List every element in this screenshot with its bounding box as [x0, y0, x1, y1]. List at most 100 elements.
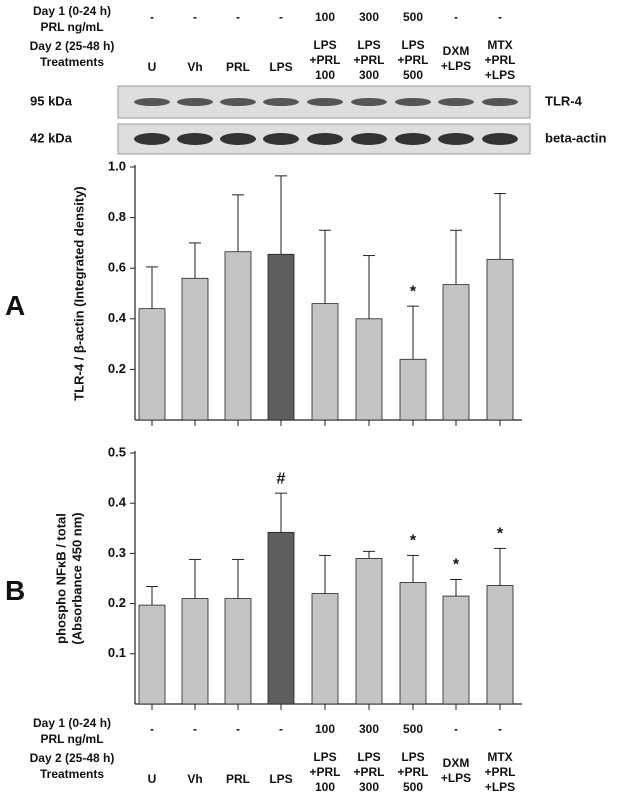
- annotation: *: [410, 533, 417, 550]
- day1-value: -: [498, 10, 502, 24]
- treatment-label: +LPS: [485, 68, 515, 82]
- day1-value: 300: [359, 10, 379, 24]
- blot-band: [263, 98, 299, 106]
- annotation: *: [497, 526, 504, 543]
- treatment-label: 300: [359, 780, 379, 794]
- blot-band: [134, 98, 170, 106]
- treatment-label: +PRL: [397, 53, 428, 67]
- treatment-label: LPS: [269, 772, 292, 786]
- blot-band: [351, 133, 387, 145]
- blot-band: [482, 98, 518, 106]
- day1-value: -: [498, 722, 502, 736]
- bar: [311, 303, 339, 421]
- treatment-label: U: [148, 772, 157, 786]
- blot-band: [177, 98, 213, 106]
- treatment-label: PRL: [226, 60, 250, 74]
- y-axis-label: TLR-4 / β-actin (Integrated density): [71, 186, 86, 401]
- treatment-label: 100: [315, 780, 335, 794]
- treatment-label: +LPS: [485, 780, 515, 794]
- day1-value: 100: [315, 10, 335, 24]
- day1-label: PRL ng/mL: [40, 732, 103, 746]
- treatment-label: LPS: [313, 38, 336, 52]
- y-tick-label: 0.5: [108, 444, 126, 459]
- treatment-label: LPS: [357, 38, 380, 52]
- day1-value: -: [193, 722, 197, 736]
- y-tick-label: 0.3: [108, 545, 126, 560]
- day1-value: 100: [315, 722, 335, 736]
- treatment-label: PRL: [226, 772, 250, 786]
- bar: [442, 595, 470, 705]
- treatment-label: +PRL: [484, 53, 515, 67]
- blot-band: [220, 133, 256, 145]
- bar: [181, 598, 209, 705]
- treatment-label: LPS: [401, 750, 424, 764]
- annotation: #: [277, 470, 286, 487]
- treatment-label: LPS: [401, 38, 424, 52]
- treatment-label: Vh: [187, 772, 202, 786]
- day1-value: 500: [403, 10, 423, 24]
- y-tick-label: 0.6: [108, 260, 126, 275]
- y-tick-label: 1.0: [108, 158, 126, 173]
- bar: [486, 258, 514, 421]
- treatment-label: 100: [315, 68, 335, 82]
- blot-band: [307, 98, 343, 106]
- y-tick-label: 0.4: [108, 495, 127, 510]
- treatment-label: DXM: [443, 44, 470, 58]
- annotation: *: [453, 557, 460, 574]
- bar: [267, 531, 295, 705]
- day1-value: -: [193, 10, 197, 24]
- band-size: 42 kDa: [30, 130, 73, 145]
- day1-label: Day 1 (0-24 h): [33, 716, 111, 730]
- blot-band: [307, 133, 343, 145]
- bar: [267, 253, 295, 421]
- treatment-label: MTX: [487, 38, 512, 52]
- day1-value: -: [236, 722, 240, 736]
- band-protein: TLR-4: [545, 93, 583, 108]
- treatment-label: LPS: [269, 60, 292, 74]
- bar: [138, 604, 166, 705]
- blot-band: [263, 133, 299, 145]
- bar: [355, 558, 383, 705]
- band-size: 95 kDa: [30, 93, 73, 108]
- day2-label: Day 2 (25-48 h): [30, 751, 115, 765]
- bar: [224, 251, 252, 421]
- day1-value: -: [279, 10, 283, 24]
- bar: [486, 585, 514, 705]
- treatment-label: LPS: [357, 750, 380, 764]
- y-tick-label: 0.2: [108, 361, 126, 376]
- y-tick-label: 0.4: [108, 310, 127, 325]
- bar: [399, 582, 427, 705]
- blot-band: [482, 133, 518, 145]
- bar: [138, 308, 166, 421]
- blot-band: [438, 133, 474, 145]
- blot-band: [220, 98, 256, 106]
- y-tick-label: 0.1: [108, 645, 126, 660]
- treatment-label: +PRL: [309, 765, 340, 779]
- treatment-label: +LPS: [441, 771, 471, 785]
- day1-value: -: [150, 10, 154, 24]
- treatment-label: +PRL: [397, 765, 428, 779]
- treatment-label: +LPS: [441, 59, 471, 73]
- day1-value: -: [150, 722, 154, 736]
- bar: [399, 358, 427, 421]
- day1-label: Day 1 (0-24 h): [33, 4, 111, 18]
- day1-value: -: [236, 10, 240, 24]
- blot-band: [395, 133, 431, 145]
- band-protein: beta-actin: [545, 130, 606, 145]
- treatment-label: U: [148, 60, 157, 74]
- treatment-label: +PRL: [309, 53, 340, 67]
- bar: [442, 284, 470, 421]
- day1-label: PRL ng/mL: [40, 20, 103, 34]
- treatment-label: 500: [403, 780, 423, 794]
- treatment-label: +PRL: [484, 765, 515, 779]
- day1-value: -: [454, 722, 458, 736]
- bar: [311, 593, 339, 705]
- treatment-label: Vh: [187, 60, 202, 74]
- treatment-label: +PRL: [353, 765, 384, 779]
- y-tick-label: 0.2: [108, 595, 126, 610]
- blot-band: [177, 133, 213, 145]
- day1-value: -: [454, 10, 458, 24]
- bar: [224, 598, 252, 705]
- treatment-label: MTX: [487, 750, 512, 764]
